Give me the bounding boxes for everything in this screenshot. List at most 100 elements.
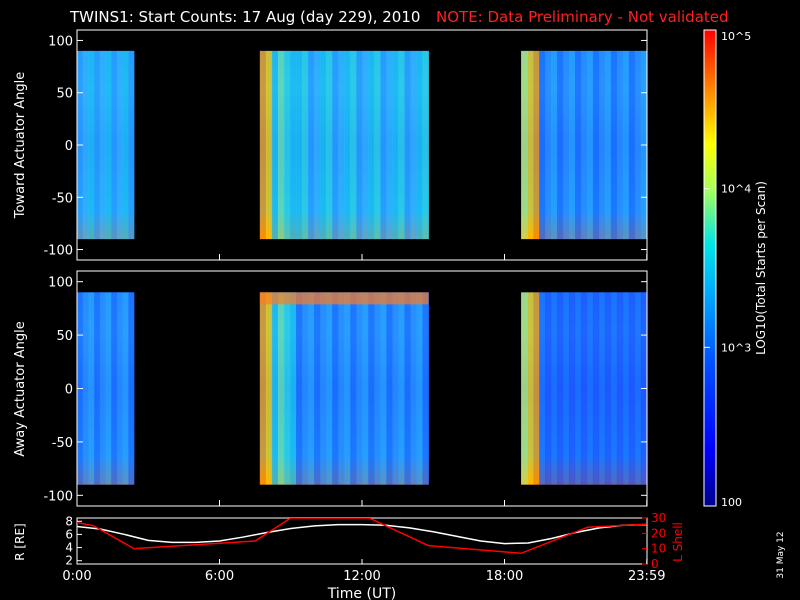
heatmap-strip (116, 292, 124, 485)
heatmap-strip (604, 292, 612, 485)
heatmap-strip (557, 292, 564, 485)
heatmap-strip (422, 50, 429, 240)
toward-y-ticks: 100 50 0 -50 -100 (43, 34, 647, 259)
heatmap-strip (604, 50, 612, 240)
heatmap-strip (527, 50, 534, 240)
heatmap-strip (404, 292, 411, 485)
away-y-ticks: 100 50 0 -50 -100 (43, 276, 647, 504)
colorbar-gradient (703, 29, 717, 507)
x-tick-label: 12:00 (343, 569, 380, 584)
heatmap-strip (122, 50, 129, 240)
heatmap-strip (338, 50, 345, 240)
heatmap-strip (362, 50, 369, 240)
heatmap-strip (332, 292, 339, 485)
colorbar-tick-label: 100 (721, 496, 742, 509)
orbit-lines (77, 518, 647, 555)
heatmap-strip (82, 292, 89, 485)
heatmap-strip (410, 50, 417, 240)
heatmap-strip (386, 292, 393, 485)
heatmap-strip (539, 292, 546, 485)
heatmap-strip (386, 50, 393, 240)
heatmap-strip (277, 50, 285, 240)
heatmap-strip (296, 50, 303, 240)
away-angle-panel: 100 50 0 -50 -100 Away Actuator Angle (13, 270, 648, 507)
heatmap-strip (592, 50, 600, 240)
heatmap-strip (116, 50, 124, 240)
r-ylabel: R [RE] (13, 523, 27, 560)
heatmap-strip (634, 292, 642, 485)
heatmap-strip (416, 50, 423, 240)
heatmap-strip (320, 50, 327, 240)
heatmap-strip (368, 50, 375, 240)
r-tick-label: 6 (65, 527, 73, 541)
heatmap-strip (271, 50, 279, 240)
heatmap-strip (622, 292, 630, 485)
heatmap-strip (283, 292, 291, 485)
heatmap-strip (586, 50, 594, 240)
footer-date: 31 May 12 (776, 531, 786, 578)
heatmap-strip (105, 50, 112, 240)
y-tick-label: -100 (43, 489, 73, 504)
heatmap-strip (545, 50, 552, 240)
heatmap-strip (265, 292, 273, 485)
heatmap-strip (557, 50, 564, 240)
heatmap-strip (302, 50, 309, 240)
heatmap-strip (592, 292, 600, 485)
heatmap-strip (404, 50, 411, 240)
heatmap-strip (628, 292, 636, 485)
heatmap-strip (598, 292, 606, 485)
y-tick-label: 0 (65, 383, 73, 398)
heatmap-strip (302, 292, 309, 485)
y-tick-label: -50 (52, 191, 73, 206)
y-tick-label: 50 (56, 87, 73, 102)
y-tick-label: 50 (56, 329, 73, 344)
heatmap-strip (551, 50, 558, 240)
heatmap-strip (392, 50, 399, 240)
heatmap-strip (551, 292, 558, 485)
heatmap-strip (271, 292, 279, 485)
heatmap-strip (563, 50, 570, 240)
heatmap-strip (521, 292, 528, 485)
heatmap-strip (99, 50, 106, 240)
heatmap-strip (350, 292, 357, 485)
heatmap-strip (416, 292, 423, 485)
heatmap-strip (356, 292, 363, 485)
heatmap-strip (128, 292, 135, 485)
toward-ylabel: Toward Actuator Angle (13, 72, 28, 219)
toward-angle-panel: 100 50 0 -50 -100 Toward Actuator Angle (13, 29, 648, 261)
heatmap-strip (616, 292, 624, 485)
heatmap-strip (308, 50, 315, 240)
y-tick-label: 100 (48, 276, 73, 291)
heatmap-strip (105, 292, 112, 485)
preliminary-note: NOTE: Data Preliminary - Not validated (436, 8, 729, 26)
heatmap-strip (259, 292, 267, 485)
heatmap-strip (568, 292, 576, 485)
x-tick-label: 6:00 (205, 569, 234, 584)
heatmap-strip (610, 292, 618, 485)
heatmap-strip (283, 50, 291, 240)
heatmap-strip (88, 292, 95, 485)
y-tick-label: -100 (43, 244, 73, 259)
heatmap-strip (598, 50, 606, 240)
heatmap-strip (368, 292, 375, 485)
heatmap-strip (539, 50, 546, 240)
heatmap-strip (574, 50, 582, 240)
toward-heatmap (77, 50, 648, 240)
heatmap-strip (574, 292, 582, 485)
heatmap-strip (94, 292, 101, 485)
colorbar-label: LOG10(Total Starts per Scan) (754, 181, 768, 355)
heatmap-strip (545, 292, 552, 485)
heatmap-strip (326, 50, 333, 240)
heatmap-strip (628, 50, 636, 240)
heatmap-strip (88, 50, 95, 240)
colorbar-tick-label: 10^4 (721, 183, 751, 196)
heatmap-strip (277, 292, 285, 485)
heatmap-strip (580, 292, 588, 485)
away-ylabel: Away Actuator Angle (13, 321, 28, 456)
heatmap-strip (610, 50, 618, 240)
colorbar-tick-label: 10^3 (721, 341, 751, 354)
heatmap-strip (314, 292, 321, 485)
